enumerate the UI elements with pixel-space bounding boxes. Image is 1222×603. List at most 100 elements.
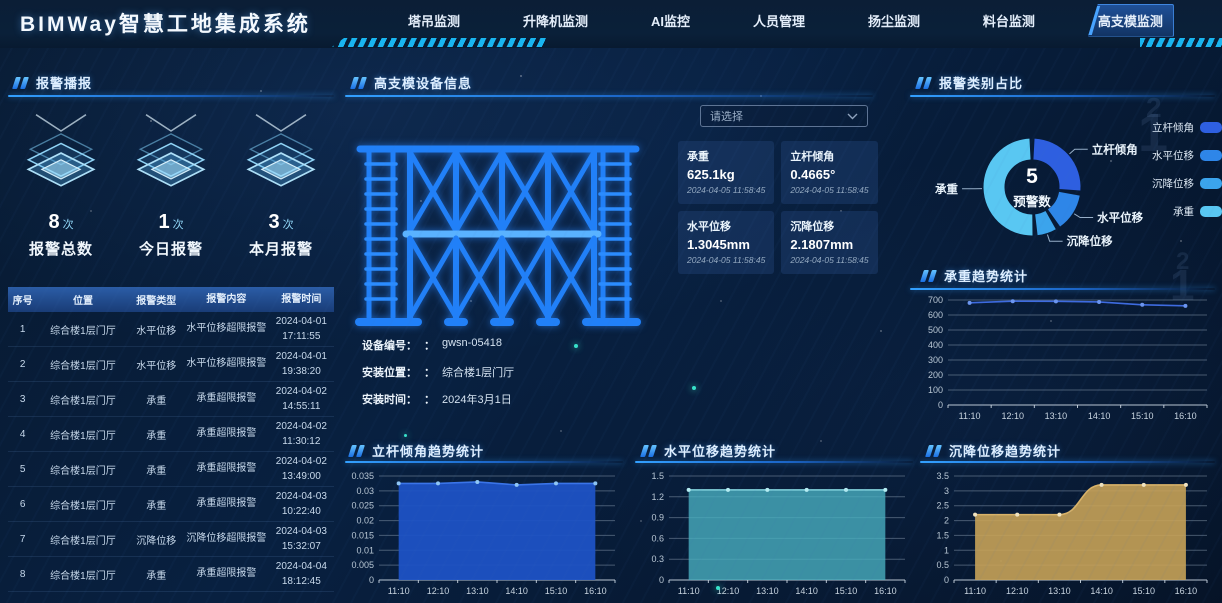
svg-text:700: 700 <box>928 295 943 305</box>
cell-content: 承重超限报警 <box>196 498 257 509</box>
cell-date-line: 2024-04-03 <box>275 491 327 502</box>
table-row: 7 综合楼1层门厅 沉降位移 沉降位移超限报警 2024-04-03 15:32:07 <box>8 522 334 557</box>
cell-location: 综合楼1层门厅 <box>50 430 116 442</box>
svg-text:0.6: 0.6 <box>651 533 664 543</box>
main-nav: 塔吊监测 升降机监测 AI监控 人员管理 扬尘监测 料台监测 高支模监测 智 <box>398 3 1222 37</box>
alarm-table-header: 序号 位置 报警类型 报警内容 报警时间 <box>8 287 334 312</box>
svg-text:13:10: 13:10 <box>1045 411 1068 421</box>
svg-text:12:10: 12:10 <box>1001 411 1024 421</box>
device-info: 设备编号： ： gwsn-05418 安装位置： ： 综合楼1层门厅 安装时间： ： 2024年… <box>362 337 514 418</box>
column-header: 报警内容 <box>206 293 247 305</box>
watermark-digit: 1 <box>1138 103 1169 163</box>
legend-label: 沉降位移 <box>1152 178 1194 190</box>
stacked-diamond-icon <box>26 114 96 187</box>
svg-text:水平位移: 水平位移 <box>1097 211 1143 225</box>
nav-tab-4[interactable]: 扬尘监测 <box>867 13 920 29</box>
alarm-stat-unit: 次 <box>172 219 184 231</box>
top-bar: BIMWay智慧工地集成系统 塔吊监测 升降机监测 AI监控 人员管理 扬尘监测 料台监测… <box>0 0 1222 48</box>
nav-tab-0[interactable]: 塔吊监测 <box>408 13 461 29</box>
svg-text:13:10: 13:10 <box>1048 586 1071 596</box>
cell-location: 综合楼1层门厅 <box>50 535 116 547</box>
cell-time: 2024-04-03 15:32:07 <box>269 524 334 554</box>
weight-trend-title: 承重趋势统计 <box>944 269 1029 284</box>
metric-timestamp: 2024-04-05 11:58:45 <box>790 185 869 195</box>
svg-text:16:10: 16:10 <box>874 586 897 596</box>
nav-tab-3[interactable]: 人员管理 <box>752 13 805 29</box>
device-select[interactable]: 请选择 <box>700 105 868 127</box>
cell-time-line: 17:11:55 <box>282 331 321 342</box>
svg-text:0: 0 <box>369 575 374 585</box>
nav-tab-6[interactable]: 高支模监测 <box>1087 3 1174 37</box>
metric-label: 承重 <box>687 151 709 163</box>
nav-tab-5[interactable]: 料台监测 <box>982 13 1035 29</box>
legend-item[interactable]: 立杆倾角 <box>1152 120 1222 135</box>
cell-date-line: 2024-04-01 <box>275 316 327 327</box>
cell-date-line: 2024-04-01 <box>275 351 327 362</box>
section-underline <box>635 461 913 463</box>
cell-time-line: 10:22:40 <box>281 506 321 517</box>
cell-no: 2 <box>19 358 26 370</box>
svg-text:0.015: 0.015 <box>351 530 374 540</box>
cell-type: 沉降位移 <box>136 535 177 547</box>
scaffold-graphic <box>355 145 641 326</box>
glow-dot <box>716 586 720 590</box>
device-info-value: 2024年3月1日 <box>442 394 512 406</box>
metric-timestamp: 2024-04-05 11:58:45 <box>790 255 869 265</box>
alarm-panel-title: 报警播报 <box>36 76 93 91</box>
device-panel-header: 高支模设备信息 <box>350 73 472 92</box>
svg-text:0: 0 <box>659 575 664 585</box>
svg-text:15:10: 15:10 <box>545 586 568 596</box>
stacked-diamond-icon <box>136 114 206 187</box>
alarm-table: 序号 位置 报警类型 报警内容 报警时间 1 综合楼1层门厅 水平位移 水平位移超限报警 202… <box>8 287 334 592</box>
metric-label: 水平位移 <box>687 221 731 233</box>
legend-item[interactable]: 承重 <box>1152 204 1222 219</box>
svg-text:300: 300 <box>928 355 943 365</box>
table-row: 2 综合楼1层门厅 水平位移 水平位移超限报警 2024-04-01 19:38:20 <box>8 347 334 382</box>
device-info-value: 综合楼1层门厅 <box>442 367 515 379</box>
decorative-stripe-highlight <box>332 38 546 47</box>
section-underline <box>910 288 1215 290</box>
table-row: 3 综合楼1层门厅 承重 承重超限报警 2024-04-02 14:55:11 <box>8 382 334 417</box>
horizontal-trend-title: 水平位移趋势统计 <box>664 444 777 459</box>
cell-time: 2024-04-01 17:11:55 <box>269 314 334 344</box>
horizontal-trend-chart: 0 0.3 0.6 0.9 1.2 1.5 11:10 12:10 13:10 14:10 15:1… <box>651 471 906 596</box>
alarm-stat-number: 1 <box>158 211 170 233</box>
cell-content: 承重超限报警 <box>196 428 257 439</box>
nav-tab-1[interactable]: 升降机监测 <box>522 13 588 29</box>
nav-tab-2[interactable]: AI监控 <box>650 13 690 29</box>
metric-label: 立杆倾角 <box>790 151 835 163</box>
chevron-down-icon <box>847 113 858 119</box>
section-underline <box>345 461 623 463</box>
cell-no: 1 <box>19 323 26 335</box>
cell-type: 承重 <box>146 465 167 477</box>
alarm-panel-header: 报警播报 <box>12 73 93 92</box>
alarm-stat-unit: 次 <box>282 219 294 231</box>
column-header: 位置 <box>72 296 93 307</box>
svg-text:14:10: 14:10 <box>1088 411 1111 421</box>
svg-text:0.5: 0.5 <box>936 560 949 570</box>
legend-item[interactable]: 水平位移 <box>1152 148 1222 163</box>
legend-item[interactable]: 沉降位移 <box>1152 176 1222 191</box>
svg-text:0.035: 0.035 <box>351 471 374 481</box>
cell-location: 综合楼1层门厅 <box>50 325 116 337</box>
svg-text:16:10: 16:10 <box>584 586 607 596</box>
legend-label: 水平位移 <box>1152 150 1194 162</box>
device-info-colon: ： <box>424 394 435 406</box>
svg-text:400: 400 <box>928 340 943 350</box>
alarm-stat-number: 3 <box>268 211 280 233</box>
watermark-digit: 2 <box>1146 92 1162 123</box>
svg-text:11:10: 11:10 <box>388 586 410 596</box>
metric-card: 沉降位移 2.1807mm 2024-04-05 11:58:45 <box>781 211 878 274</box>
svg-text:2: 2 <box>944 516 949 526</box>
svg-text:11:10: 11:10 <box>678 586 700 596</box>
donut-center-label: 预警数 <box>1013 195 1051 209</box>
metric-card: 立杆倾角 0.4665° 2024-04-05 11:58:45 <box>781 141 878 204</box>
device-info-value: gwsn-05418 <box>442 337 502 349</box>
svg-text:承重: 承重 <box>934 182 958 196</box>
alarm-stat-0: 8 次报警总数 <box>8 103 114 259</box>
cell-no: 7 <box>19 533 26 545</box>
column-header: 序号 <box>12 296 33 307</box>
nav-tab-7[interactable]: 智 <box>1217 5 1222 36</box>
